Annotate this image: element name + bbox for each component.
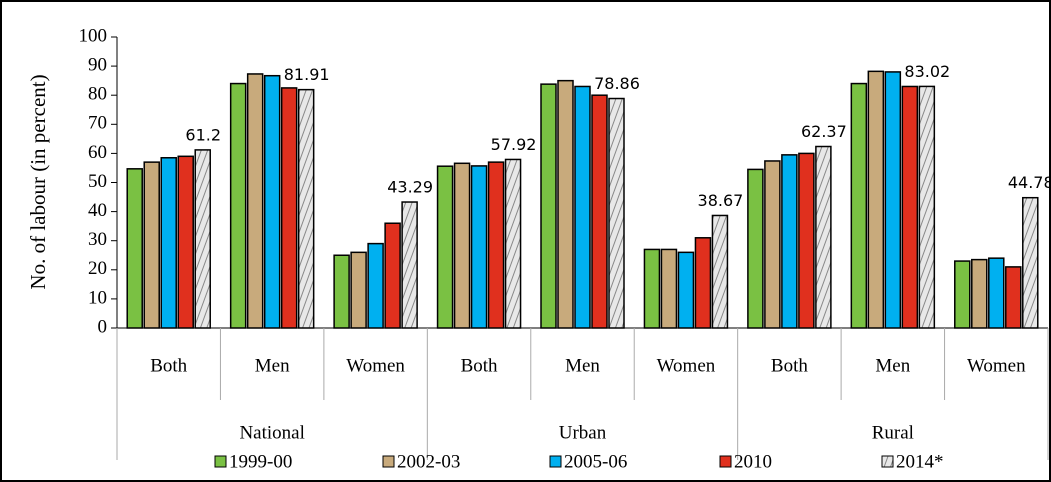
legend-label: 2002-03 <box>397 451 460 472</box>
bar <box>971 258 988 329</box>
bar <box>280 87 298 329</box>
value-label: 78.86 <box>594 74 640 93</box>
bar <box>608 97 625 329</box>
legend-label: 2010 <box>734 451 772 472</box>
legend-swatch <box>549 455 562 468</box>
bar <box>815 145 832 329</box>
value-label: 38.67 <box>698 191 744 210</box>
legend-swatch <box>881 455 894 468</box>
value-label: 81.91 <box>284 65 330 84</box>
bar <box>487 161 505 329</box>
x-tick-label: Both <box>771 355 808 376</box>
bar <box>453 162 471 329</box>
value-label: 62.37 <box>801 122 847 141</box>
bar <box>747 168 764 329</box>
legend-swatch <box>719 455 732 468</box>
bar <box>246 73 264 329</box>
bar <box>557 79 574 329</box>
bar <box>677 251 695 329</box>
bar <box>918 85 936 329</box>
bar <box>1005 266 1022 329</box>
value-label: 43.29 <box>387 178 433 197</box>
bar <box>401 201 418 329</box>
y-tick-label: 60 <box>88 142 107 163</box>
x-tick-label: Women <box>346 355 405 376</box>
value-label: 83.02 <box>904 62 950 81</box>
bar <box>160 157 177 329</box>
bar <box>333 254 350 329</box>
value-label: 57.92 <box>491 135 537 154</box>
bar <box>867 70 885 329</box>
bar <box>367 242 384 329</box>
y-axis-title: No. of labour (in percent) <box>26 74 50 289</box>
y-tick-label: 30 <box>88 229 107 250</box>
group-label: Urban <box>559 422 607 443</box>
bar <box>143 161 160 329</box>
bar <box>711 214 729 329</box>
bar <box>781 154 798 329</box>
bar <box>798 152 815 329</box>
bar <box>229 82 247 329</box>
x-tick-label: Men <box>565 355 600 376</box>
bar <box>884 71 902 329</box>
bar <box>850 82 868 329</box>
y-tick-label: 90 <box>88 54 107 75</box>
value-label: 61.2 <box>185 125 221 144</box>
bar <box>591 94 608 329</box>
legend-label: 1999-00 <box>229 451 292 472</box>
x-tick-label: Both <box>461 355 498 376</box>
y-tick-label: 70 <box>88 113 107 134</box>
y-tick-label: 0 <box>98 316 108 337</box>
bar <box>177 155 194 329</box>
bar <box>954 260 971 329</box>
bar <box>694 237 712 329</box>
group-label: Rural <box>872 422 914 443</box>
bar <box>436 165 454 329</box>
bar <box>988 257 1005 329</box>
bar <box>504 158 522 329</box>
legend-swatch <box>382 455 395 468</box>
legend-label: 2014* <box>896 451 944 472</box>
bar <box>297 88 315 329</box>
bar <box>643 248 661 329</box>
x-tick-label: Women <box>657 355 716 376</box>
bar <box>1022 196 1039 329</box>
bar <box>263 74 281 329</box>
x-tick-label: Men <box>255 355 290 376</box>
y-tick-label: 80 <box>88 84 107 105</box>
bar <box>901 85 919 329</box>
y-tick-label: 100 <box>79 25 108 46</box>
legend-swatch <box>214 455 227 468</box>
y-tick-label: 20 <box>88 258 107 279</box>
y-tick-label: 40 <box>88 200 107 221</box>
value-label: 44.78 <box>1008 173 1051 192</box>
y-tick-label: 50 <box>88 171 107 192</box>
bar <box>540 83 557 329</box>
bar <box>574 85 591 329</box>
bar <box>764 160 781 329</box>
y-tick-label: 10 <box>88 287 107 308</box>
bar <box>194 149 211 329</box>
bar <box>660 248 678 329</box>
bar <box>350 251 367 329</box>
x-tick-label: Both <box>150 355 187 376</box>
x-tick-label: Men <box>875 355 910 376</box>
bar <box>470 165 488 329</box>
group-label: National <box>239 422 304 443</box>
bar <box>384 222 401 329</box>
x-tick-label: Women <box>967 355 1026 376</box>
legend-label: 2005-06 <box>564 451 627 472</box>
bar <box>126 168 143 329</box>
